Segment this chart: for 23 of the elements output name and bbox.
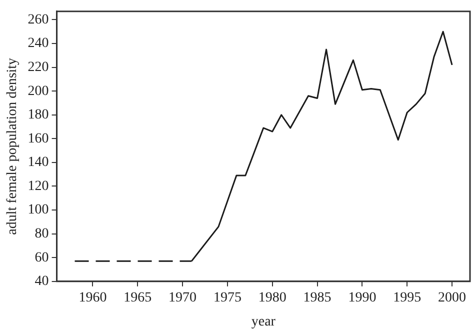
y-tick-label: 220 [28, 60, 49, 75]
x-tick-label: 1970 [168, 290, 197, 306]
y-tick-label: 240 [28, 36, 49, 52]
y-tick-label: 180 [28, 108, 49, 123]
x-tick-label: 1990 [348, 290, 376, 306]
y-tick-label: 100 [28, 202, 49, 218]
x-tick-label: 1980 [258, 290, 286, 306]
x-tick-label: 2000 [438, 290, 466, 306]
x-tick-label: 1960 [78, 290, 107, 306]
y-tick-label: 160 [28, 131, 49, 146]
x-tick-label: 1995 [393, 290, 422, 306]
x-tick-label: 1975 [213, 290, 242, 306]
x-tick-label: 1965 [124, 290, 152, 306]
y-tick-label: 60 [34, 250, 49, 266]
y-tick-label: 200 [28, 84, 49, 99]
x-axis-title: year [251, 314, 276, 330]
y-tick-label: 120 [28, 178, 49, 194]
y-tick-label: 80 [34, 226, 49, 242]
y-tick-label: 260 [28, 12, 49, 28]
y-tick-label: 140 [28, 155, 49, 170]
y-axis-title: adult female population density [5, 58, 20, 235]
x-tick-label: 1985 [303, 290, 332, 306]
y-tick-label: 40 [34, 274, 49, 290]
